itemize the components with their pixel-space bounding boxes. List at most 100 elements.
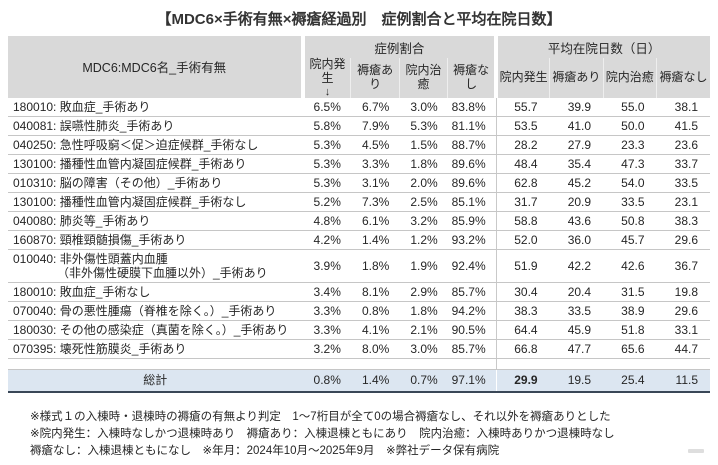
days-cell: 41.5: [656, 116, 710, 137]
days-cell: 31.7: [495, 192, 550, 213]
days-cell: 47.7: [549, 339, 604, 360]
table-header: MDC6:MDC6名_手術有無 症例割合 平均在院日数（日） 院内発生 ↓ 褥瘡…: [8, 36, 710, 98]
days-cell: 50.0: [603, 116, 657, 137]
days-cell: 33.5: [603, 192, 657, 213]
pct-cell: 2.5%: [399, 192, 448, 213]
subheader-cured-in-hospital-pct[interactable]: 院内治癒: [398, 58, 448, 98]
mdc6-table: MDC6:MDC6名_手術有無 症例割合 平均在院日数（日） 院内発生 ↓ 褥瘡…: [8, 36, 710, 393]
pct-cell: 3.0%: [399, 97, 448, 118]
row-label: 040080: 肺炎等_手術あり: [8, 211, 303, 232]
pct-cell: 5.3%: [302, 154, 351, 175]
table-row: 010040: 非外傷性頭蓋内血腫 （非外傷性硬膜下血腫以外）_手術あり 3.9% 1…: [8, 249, 710, 284]
days-cell: 55.0: [603, 97, 657, 118]
days-cell: 33.7: [656, 154, 710, 175]
days-cell: 38.9: [603, 301, 657, 322]
pct-cell: 4.8%: [302, 211, 351, 232]
row-label: 180030: その他の感染症（真菌を除く。）_手術あり: [8, 320, 303, 341]
total-pct-cell: 0.8%: [302, 369, 351, 393]
days-cell: 23.1: [656, 192, 710, 213]
pct-cell: 1.4%: [350, 230, 400, 251]
days-cell: 45.2: [549, 173, 604, 194]
row-label-line1: 180010: 敗血症_手術なし: [13, 284, 151, 299]
table-row: 130100: 播種性血管内凝固症候群_手術あり 5.3% 3.3% 1.8% 89.6…: [8, 154, 710, 175]
subheader-no-ulcer-pct[interactable]: 褥瘡なし: [447, 58, 497, 98]
group-header-case-ratio: 症例割合: [300, 36, 497, 58]
sort-descending-icon: ↓: [324, 85, 331, 98]
pct-cell: 4.1%: [350, 320, 400, 341]
spacer-cell: [302, 358, 351, 371]
days-cell: 19.8: [656, 282, 710, 303]
row-label-line2: （非外傷性硬膜下血腫以外）_手術あり: [57, 266, 268, 281]
pct-cell: 3.3%: [302, 301, 351, 322]
row-label: 180010: 敗血症_手術なし: [8, 282, 303, 303]
pct-cell: 85.1%: [447, 192, 497, 213]
days-cell: 66.8: [495, 339, 550, 360]
subheader-label: 院内発生: [309, 57, 346, 85]
pct-cell: 85.7%: [447, 282, 497, 303]
group-header-row: MDC6:MDC6名_手術有無 症例割合 平均在院日数（日）: [8, 36, 710, 98]
table-row: 180010: 敗血症_手術あり 6.5% 6.7% 3.0% 83.8% 55.7 39.…: [8, 97, 710, 118]
days-cell: 33.5: [656, 173, 710, 194]
subheader-ulcer-present-pct[interactable]: 褥瘡あり: [350, 58, 400, 98]
pct-cell: 6.7%: [350, 97, 400, 118]
subheader-hospital-onset-pct[interactable]: 院内発生 ↓: [300, 57, 351, 98]
total-pct-cell: 97.1%: [447, 369, 497, 393]
days-cell: 27.9: [549, 135, 604, 156]
pct-cell: 2.9%: [399, 282, 448, 303]
total-days-cell: 11.5: [656, 369, 710, 393]
total-row: 総計 0.8% 1.4% 0.7% 97.1% 29.9 19.5 25.4 11.5: [8, 369, 710, 393]
table-row: 160870: 頸椎頸髄損傷_手術あり 4.2% 1.4% 1.2% 93.2% 52.0…: [8, 230, 710, 251]
days-cell: 53.5: [495, 116, 550, 137]
pct-cell: 88.7%: [447, 135, 497, 156]
pct-cell: 5.2%: [302, 192, 351, 213]
row-label: 070395: 壊死性筋膜炎_手術あり: [8, 339, 303, 360]
row-label-line1: 010040: 非外傷性頭蓋内血腫: [13, 251, 168, 266]
row-label-line1: 040080: 肺炎等_手術あり: [13, 213, 151, 228]
row-label: 070040: 骨の悪性腫瘍（脊椎を除く。）_手術あり: [8, 301, 303, 322]
pct-cell: 1.9%: [399, 249, 448, 284]
spacer-cell: [350, 358, 400, 371]
pct-cell: 3.3%: [350, 154, 400, 175]
table-row: 130100: 播種性血管内凝固症候群_手術なし 5.2% 7.3% 2.5% 85.1…: [8, 192, 710, 213]
spacer-cell: [8, 358, 303, 371]
row-label: 040250: 急性呼吸窮＜促＞迫症候群_手術なし: [8, 135, 303, 156]
subheader-no-ulcer-days[interactable]: 褥瘡なし: [656, 58, 710, 98]
pct-cell: 94.2%: [447, 301, 497, 322]
days-cell: 48.4: [495, 154, 550, 175]
pct-cell: 5.8%: [302, 116, 351, 137]
days-cell: 38.3: [495, 301, 550, 322]
subheader-ulcer-present-days[interactable]: 褥瘡あり: [549, 58, 604, 98]
total-label: 総計: [8, 369, 303, 393]
days-cell: 39.9: [549, 97, 604, 118]
row-label: 010310: 脳の障害（その他）_手術あり: [8, 173, 303, 194]
subheader-hospital-onset-days[interactable]: 院内発生: [494, 58, 550, 98]
days-cell: 58.8: [495, 211, 550, 232]
days-cell: 52.0: [495, 230, 550, 251]
days-cell: 65.6: [603, 339, 657, 360]
days-cell: 44.7: [656, 339, 710, 360]
table-row: 070395: 壊死性筋膜炎_手術あり 3.2% 8.0% 3.0% 85.7% 66.8…: [8, 339, 710, 360]
days-cell: 38.1: [656, 97, 710, 118]
row-label: 160870: 頸椎頸髄損傷_手術あり: [8, 230, 303, 251]
pct-cell: 3.9%: [302, 249, 351, 284]
subheader-cured-in-hospital-days[interactable]: 院内治癒: [602, 58, 657, 98]
group-header-avg-days: 平均在院日数（日）: [494, 36, 710, 58]
footnote-line-1: ※様式１の入棟時・退棟時の褥瘡の有無より判定 1～7桁目が全て0の場合褥瘡なし、…: [30, 410, 611, 423]
pct-cell: 93.2%: [447, 230, 497, 251]
pct-cell: 8.1%: [350, 282, 400, 303]
total-pct-cell: 0.7%: [399, 369, 448, 393]
row-label-line1: 180030: その他の感染症（真菌を除く。）_手術あり: [13, 322, 289, 337]
pct-cell: 83.8%: [447, 97, 497, 118]
pct-cell: 7.3%: [350, 192, 400, 213]
pct-cell: 1.2%: [399, 230, 448, 251]
days-cell: 50.8: [603, 211, 657, 232]
pct-cell: 1.8%: [399, 154, 448, 175]
pct-cell: 1.8%: [350, 249, 400, 284]
spacer-cell: [495, 358, 550, 371]
days-cell: 42.2: [549, 249, 604, 284]
days-cell: 30.4: [495, 282, 550, 303]
pct-cell: 85.9%: [447, 211, 497, 232]
days-cell: 29.6: [656, 230, 710, 251]
days-cell: 20.9: [549, 192, 604, 213]
